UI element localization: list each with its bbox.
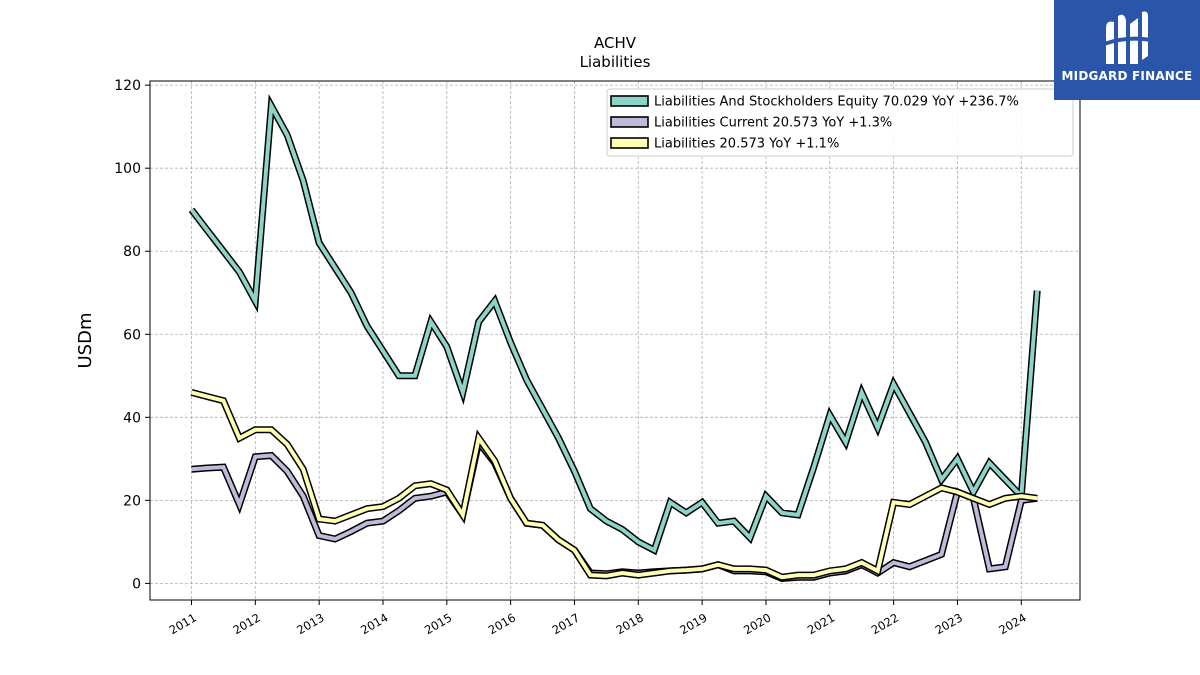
y-tick-label-60: 60 xyxy=(123,327,141,343)
legend-box xyxy=(606,88,1074,157)
legend-swatch-3 xyxy=(610,137,649,149)
y-tick-label-20: 20 xyxy=(123,493,141,509)
x-tick-label-2021: 2021 xyxy=(805,610,837,637)
x-tick-label-2019: 2019 xyxy=(677,610,709,637)
legend-label-1: Liabilities And Stockholders Equity 70.0… xyxy=(654,95,1019,110)
x-tick-label-2022: 2022 xyxy=(869,610,901,637)
y-tick-label-80: 80 xyxy=(123,244,141,260)
plot-frame xyxy=(149,80,1081,601)
series-3-line xyxy=(190,390,1038,580)
brand-logo: MIDGARD FINANCE xyxy=(1054,0,1200,100)
brand-name: MIDGARD FINANCE xyxy=(1061,69,1193,83)
legend-label-3: Liabilities 20.573 YoY +1.1% xyxy=(654,137,839,152)
x-tick-label-2017: 2017 xyxy=(550,610,582,637)
legend-swatch-1 xyxy=(610,95,649,107)
x-tick-label-2020: 2020 xyxy=(741,610,773,637)
x-tick-label-2024: 2024 xyxy=(996,610,1028,637)
series-1-outline xyxy=(188,93,1041,556)
x-tick-label-2013: 2013 xyxy=(294,610,326,637)
x-tick-label-2023: 2023 xyxy=(933,610,965,637)
x-tick-label-2015: 2015 xyxy=(422,610,454,637)
y-axis-label: USDm xyxy=(75,313,96,369)
y-tick-label-100: 100 xyxy=(114,161,141,177)
series-layer xyxy=(188,93,1041,582)
x-tick-label-2012: 2012 xyxy=(230,610,262,637)
x-tick-label-2011: 2011 xyxy=(167,610,199,637)
legend-label-2: Liabilities Current 20.573 YoY +1.3% xyxy=(654,116,892,131)
legend-swatch-2 xyxy=(610,116,649,128)
legend: Liabilities And Stockholders Equity 70.0… xyxy=(606,88,1074,157)
y-tick-label-40: 40 xyxy=(123,410,141,426)
midgard-logo-icon xyxy=(1104,11,1150,65)
series-1-line xyxy=(189,99,1040,554)
x-tick-label-2016: 2016 xyxy=(486,610,518,637)
y-tick-label-0: 0 xyxy=(132,576,141,592)
series-3 xyxy=(190,389,1038,581)
chart-subtitle: Liabilities xyxy=(580,53,651,71)
x-tick-label-2018: 2018 xyxy=(613,610,645,637)
x-tick-label-2014: 2014 xyxy=(358,610,390,637)
axis-ticks: 0 20 40 60 80 100 120 2011 2012 2013 2014 2015 2016 2… xyxy=(114,78,1029,637)
chart-title: ACHV xyxy=(594,34,637,52)
series-1 xyxy=(188,93,1041,556)
y-tick-label-120: 120 xyxy=(114,78,141,94)
